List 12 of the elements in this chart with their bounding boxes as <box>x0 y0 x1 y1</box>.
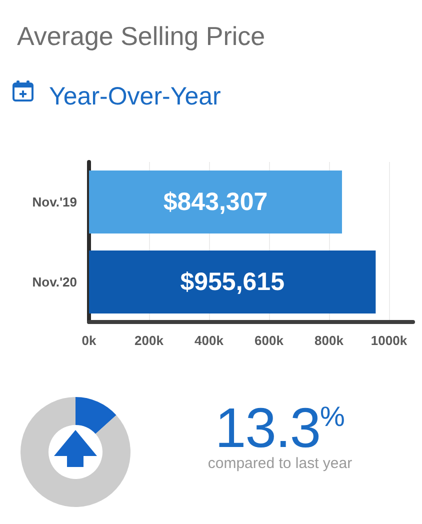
chart-subtitle: Year-Over-Year <box>49 82 221 110</box>
x-tick-label: 400k <box>194 333 224 348</box>
x-tick-label: 800k <box>314 333 344 348</box>
data-label: $843,307 <box>163 188 268 216</box>
chart-title: Average Selling Price <box>17 21 266 51</box>
data-label: $955,615 <box>180 268 285 296</box>
x-tick-label: 200k <box>134 333 164 348</box>
y-tick-label: Nov.'19 <box>32 194 77 210</box>
x-tick-label: 1000k <box>370 333 408 348</box>
x-tick-label: 600k <box>254 333 284 348</box>
y-tick-label: Nov.'20 <box>32 274 77 290</box>
x-tick-label: 0k <box>82 333 97 348</box>
